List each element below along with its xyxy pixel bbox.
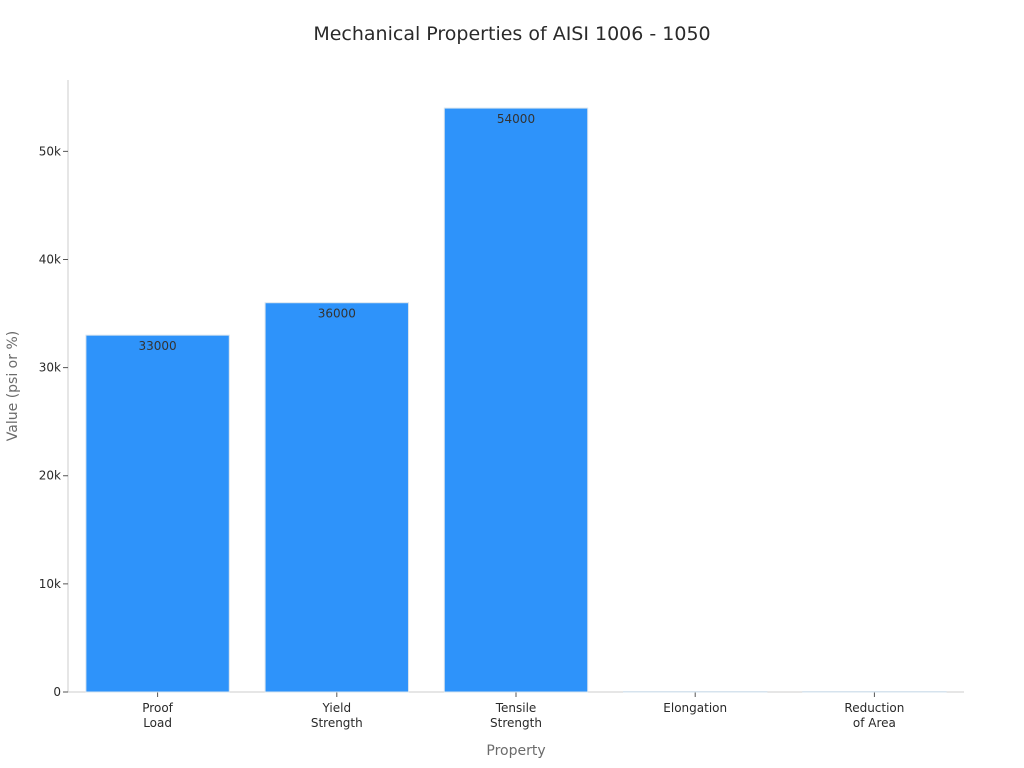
- x-axis-title: Property: [486, 743, 545, 759]
- bar: [85, 334, 230, 693]
- labels: ProofLoad33000YieldStrength36000TensileS…: [139, 112, 905, 730]
- y-tick-label: 20k: [39, 469, 61, 483]
- y-tick-label: 40k: [39, 252, 61, 266]
- x-tick-label: Strength: [490, 716, 542, 730]
- y-tick-label: 30k: [39, 361, 61, 375]
- y-tick-label: 0: [53, 685, 61, 699]
- bars: [85, 107, 947, 693]
- y-tick-label: 50k: [39, 144, 61, 158]
- x-tick-label: Proof: [142, 701, 173, 715]
- bar: [443, 107, 589, 693]
- data-label: 36000: [318, 307, 356, 321]
- data-label: 33000: [139, 339, 177, 353]
- x-tick-label: Yield: [322, 701, 352, 715]
- x-tick-label: of Area: [853, 716, 896, 730]
- x-tick-label: Tensile: [495, 701, 537, 715]
- x-tick-label: Strength: [311, 716, 363, 730]
- x-tick-label: Elongation: [663, 701, 727, 715]
- x-tick-label: Load: [143, 716, 172, 730]
- bar: [802, 691, 947, 693]
- chart-title: Mechanical Properties of AISI 1006 - 105…: [313, 23, 710, 45]
- y-axis-title: Value (psi or %): [5, 331, 21, 441]
- data-label: 54000: [497, 112, 535, 126]
- x-tick-label: Reduction: [844, 701, 904, 715]
- bar: [264, 302, 409, 693]
- y-tick-label: 10k: [39, 577, 61, 591]
- bar: [623, 691, 768, 693]
